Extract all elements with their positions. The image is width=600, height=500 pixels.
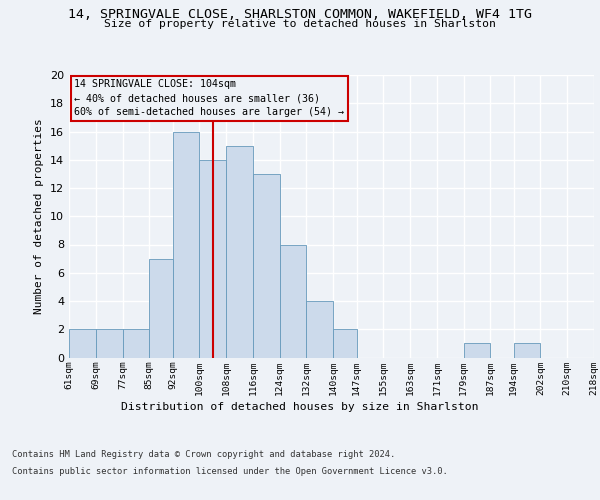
Bar bbox=[226, 146, 253, 358]
Bar bbox=[173, 132, 199, 358]
Text: Distribution of detached houses by size in Sharlston: Distribution of detached houses by size … bbox=[121, 402, 479, 412]
Text: 14 SPRINGVALE CLOSE: 104sqm
← 40% of detached houses are smaller (36)
60% of sem: 14 SPRINGVALE CLOSE: 104sqm ← 40% of det… bbox=[74, 79, 344, 117]
Bar bbox=[280, 244, 307, 358]
Text: Contains HM Land Registry data © Crown copyright and database right 2024.: Contains HM Land Registry data © Crown c… bbox=[12, 450, 395, 459]
Bar bbox=[464, 344, 490, 357]
Bar bbox=[333, 329, 356, 358]
Text: 14, SPRINGVALE CLOSE, SHARLSTON COMMON, WAKEFIELD, WF4 1TG: 14, SPRINGVALE CLOSE, SHARLSTON COMMON, … bbox=[68, 8, 532, 20]
Bar bbox=[307, 301, 333, 358]
Text: Contains public sector information licensed under the Open Government Licence v3: Contains public sector information licen… bbox=[12, 468, 448, 476]
Bar bbox=[69, 329, 96, 358]
Text: Size of property relative to detached houses in Sharlston: Size of property relative to detached ho… bbox=[104, 19, 496, 29]
Bar bbox=[199, 160, 226, 358]
Bar bbox=[122, 329, 149, 358]
Y-axis label: Number of detached properties: Number of detached properties bbox=[34, 118, 44, 314]
Bar bbox=[149, 258, 173, 358]
Bar bbox=[253, 174, 280, 358]
Bar bbox=[514, 344, 541, 357]
Bar bbox=[96, 329, 122, 358]
